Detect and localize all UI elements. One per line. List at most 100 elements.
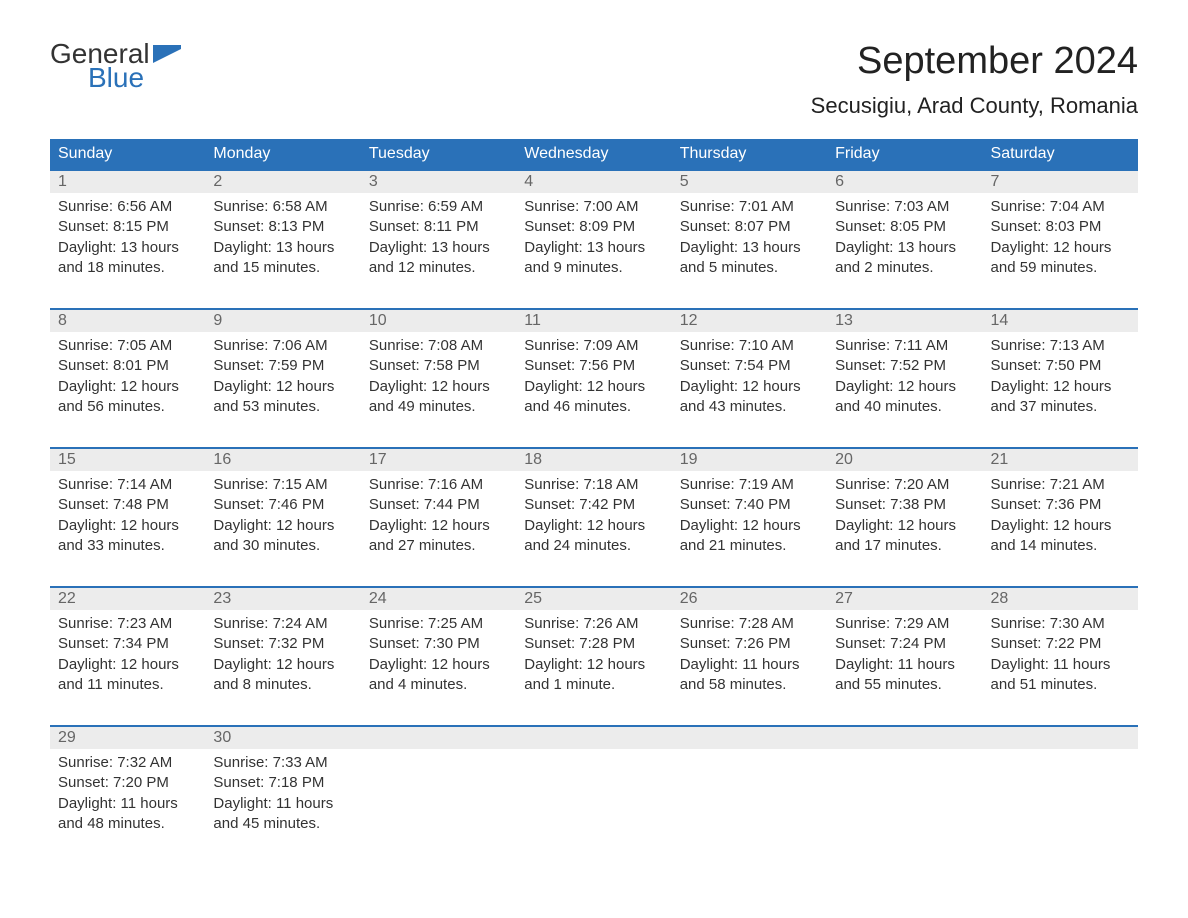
sunrise-line: Sunrise: 6:58 AM [213,197,352,217]
day-number-cell: 18 [516,448,671,471]
daylight-line: Daylight: 12 hours and 8 minutes. [213,655,352,696]
daylight-line: Daylight: 12 hours and 21 minutes. [680,516,819,557]
day-number-cell: 21 [983,448,1138,471]
day-content-cell: Sunrise: 7:30 AMSunset: 7:22 PMDaylight:… [983,610,1138,726]
sunset-line: Sunset: 8:05 PM [835,217,974,237]
daylight-line: Daylight: 11 hours and 58 minutes. [680,655,819,696]
day-content-cell: Sunrise: 7:04 AMSunset: 8:03 PMDaylight:… [983,193,1138,309]
week-content-row: Sunrise: 7:32 AMSunset: 7:20 PMDaylight:… [50,749,1138,864]
daylight-line: Daylight: 12 hours and 46 minutes. [524,377,663,418]
sunset-line: Sunset: 7:44 PM [369,495,508,515]
sunset-line: Sunset: 7:24 PM [835,634,974,654]
sunrise-line: Sunrise: 7:09 AM [524,336,663,356]
day-number-cell: 17 [361,448,516,471]
daylight-line: Daylight: 13 hours and 12 minutes. [369,238,508,279]
day-number-cell: 11 [516,309,671,332]
sunset-line: Sunset: 7:38 PM [835,495,974,515]
day-number-cell: 1 [50,170,205,193]
sunrise-line: Sunrise: 7:23 AM [58,614,197,634]
day-header: Tuesday [361,139,516,170]
day-number-cell: 8 [50,309,205,332]
day-content-cell: Sunrise: 7:18 AMSunset: 7:42 PMDaylight:… [516,471,671,587]
daylight-line: Daylight: 12 hours and 24 minutes. [524,516,663,557]
day-content-cell: Sunrise: 7:15 AMSunset: 7:46 PMDaylight:… [205,471,360,587]
sunset-line: Sunset: 7:52 PM [835,356,974,376]
day-header: Wednesday [516,139,671,170]
day-number-cell: 30 [205,726,360,749]
day-number-cell: 23 [205,587,360,610]
sunrise-line: Sunrise: 7:15 AM [213,475,352,495]
sunrise-line: Sunrise: 7:25 AM [369,614,508,634]
sunrise-line: Sunrise: 7:20 AM [835,475,974,495]
day-content-cell: Sunrise: 7:08 AMSunset: 7:58 PMDaylight:… [361,332,516,448]
sunrise-line: Sunrise: 7:26 AM [524,614,663,634]
sunrise-line: Sunrise: 7:11 AM [835,336,974,356]
week-number-row: 1234567 [50,170,1138,193]
sunset-line: Sunset: 8:15 PM [58,217,197,237]
week-content-row: Sunrise: 7:14 AMSunset: 7:48 PMDaylight:… [50,471,1138,587]
day-header: Monday [205,139,360,170]
daylight-line: Daylight: 12 hours and 27 minutes. [369,516,508,557]
day-header-row: SundayMondayTuesdayWednesdayThursdayFrid… [50,139,1138,170]
day-content-cell [983,749,1138,864]
week-content-row: Sunrise: 6:56 AMSunset: 8:15 PMDaylight:… [50,193,1138,309]
week-content-row: Sunrise: 7:23 AMSunset: 7:34 PM Daylight:… [50,610,1138,726]
day-content-cell [516,749,671,864]
daylight-line: Daylight: 13 hours and 2 minutes. [835,238,974,279]
sunrise-line: Sunrise: 6:59 AM [369,197,508,217]
day-header: Saturday [983,139,1138,170]
day-number-cell: 16 [205,448,360,471]
day-number-cell: 28 [983,587,1138,610]
sunset-line: Sunset: 8:11 PM [369,217,508,237]
daylight-line: Daylight: 13 hours and 15 minutes. [213,238,352,279]
day-number-cell [827,726,982,749]
week-number-row: 22232425262728 [50,587,1138,610]
day-content-cell: Sunrise: 7:05 AMSunset: 8:01 PMDaylight:… [50,332,205,448]
daylight-line: Daylight: 11 hours and 51 minutes. [991,655,1130,696]
sunset-line: Sunset: 7:34 PM [58,634,197,654]
sunset-line: Sunset: 7:50 PM [991,356,1130,376]
day-number-cell: 20 [827,448,982,471]
daylight-line: Daylight: 13 hours and 18 minutes. [58,238,197,279]
sunset-line: Sunset: 7:46 PM [213,495,352,515]
day-header: Friday [827,139,982,170]
day-number-cell [983,726,1138,749]
week-number-row: 2930 [50,726,1138,749]
daylight-line: Daylight: 12 hours and 56 minutes. [58,377,197,418]
month-title: September 2024 [811,40,1138,83]
day-number-cell: 15 [50,448,205,471]
sunset-line: Sunset: 7:58 PM [369,356,508,376]
sunrise-line: Sunrise: 7:04 AM [991,197,1130,217]
day-content-cell: Sunrise: 7:32 AMSunset: 7:20 PMDaylight:… [50,749,205,864]
sunrise-line: Sunrise: 7:28 AM [680,614,819,634]
sunrise-line: Sunrise: 7:08 AM [369,336,508,356]
logo-text-blue: Blue [50,64,181,92]
sunset-line: Sunset: 7:40 PM [680,495,819,515]
day-number-cell: 24 [361,587,516,610]
daylight-line: Daylight: 13 hours and 9 minutes. [524,238,663,279]
day-number-cell: 27 [827,587,982,610]
day-content-cell: Sunrise: 7:26 AMSunset: 7:28 PMDaylight:… [516,610,671,726]
daylight-line: Daylight: 12 hours and 53 minutes. [213,377,352,418]
day-number-cell: 13 [827,309,982,332]
flag-icon [153,45,181,63]
day-content-cell [827,749,982,864]
sunset-line: Sunset: 8:07 PM [680,217,819,237]
sunrise-line: Sunrise: 7:18 AM [524,475,663,495]
sunset-line: Sunset: 7:48 PM [58,495,197,515]
header: General Blue September 2024 Secusigiu, A… [50,40,1138,119]
day-content-cell: Sunrise: 7:11 AMSunset: 7:52 PMDaylight:… [827,332,982,448]
sunrise-line: Sunrise: 6:56 AM [58,197,197,217]
sunrise-line: Sunrise: 7:13 AM [991,336,1130,356]
day-content-cell: Sunrise: 7:14 AMSunset: 7:48 PMDaylight:… [50,471,205,587]
day-content-cell: Sunrise: 6:56 AMSunset: 8:15 PMDaylight:… [50,193,205,309]
daylight-line: Daylight: 11 hours and 45 minutes. [213,794,352,835]
sunrise-line: Sunrise: 7:05 AM [58,336,197,356]
sunset-line: Sunset: 7:18 PM [213,773,352,793]
sunset-line: Sunset: 8:13 PM [213,217,352,237]
sunrise-line: Sunrise: 7:30 AM [991,614,1130,634]
day-number-cell: 22 [50,587,205,610]
sunset-line: Sunset: 7:30 PM [369,634,508,654]
day-number-cell: 26 [672,587,827,610]
day-number-cell [516,726,671,749]
